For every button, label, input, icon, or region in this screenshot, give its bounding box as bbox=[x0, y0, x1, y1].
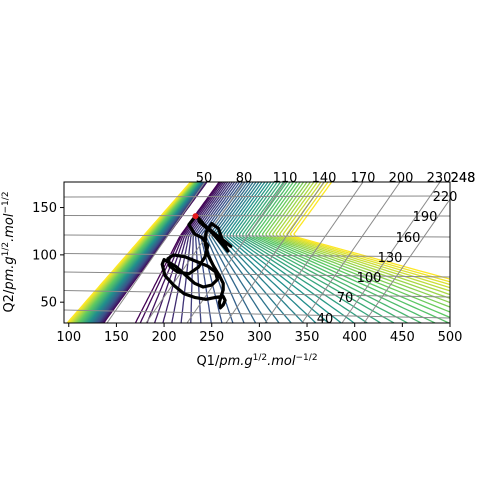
skew-top-label: 80 bbox=[236, 171, 253, 186]
contour-line bbox=[85, 182, 369, 323]
skew-right-label: 100 bbox=[357, 271, 382, 286]
skew-grid-line bbox=[64, 271, 450, 278]
plot-frame bbox=[63, 181, 451, 324]
y-tick-label: 150 bbox=[32, 201, 57, 216]
skew-grid-line bbox=[64, 234, 450, 238]
skew-right-label: 160 bbox=[396, 231, 421, 246]
x-tick-label: 300 bbox=[247, 330, 272, 345]
contour-lines bbox=[66, 182, 450, 323]
contour-line bbox=[78, 182, 450, 323]
skew-top-label: 110 bbox=[273, 171, 298, 186]
y-tick-label: 100 bbox=[32, 248, 57, 263]
skew-grid-line bbox=[145, 182, 245, 323]
skew-grid-line bbox=[64, 195, 450, 198]
skew-top-label: 200 bbox=[389, 171, 414, 186]
skew-grid-line bbox=[225, 182, 325, 323]
contour-line bbox=[72, 182, 450, 323]
plot-area bbox=[64, 182, 450, 323]
y-axis-label: Q2/pm.g1/2.mol−1/2 bbox=[1, 191, 17, 312]
contour-line bbox=[81, 182, 409, 323]
contour-line bbox=[73, 182, 450, 323]
contour-line bbox=[66, 182, 450, 323]
skew-grid-line bbox=[64, 309, 450, 319]
x-tick-label: 450 bbox=[390, 330, 415, 345]
skew-right-label: 40 bbox=[317, 312, 334, 327]
x-tick-label: 500 bbox=[438, 330, 463, 345]
skew-top-label: 50 bbox=[196, 171, 213, 186]
skew-top-label: 170 bbox=[351, 171, 376, 186]
skew-top-label: 140 bbox=[312, 171, 337, 186]
y-axis-ticks: 50 100 150 bbox=[32, 201, 64, 311]
skew-grid-line bbox=[64, 253, 450, 258]
skew-right-label: 70 bbox=[337, 291, 354, 306]
contour-line bbox=[69, 182, 450, 323]
trajectory bbox=[160, 213, 233, 310]
skew-grid-line bbox=[64, 215, 450, 217]
skew-right-label: 220 bbox=[433, 190, 458, 205]
x-axis-ticks: 100 150 200 250 300 350 400 450 500 bbox=[56, 323, 462, 345]
x-tick-label: 200 bbox=[152, 330, 177, 345]
x-tick-label: 100 bbox=[56, 330, 81, 345]
contour-line bbox=[67, 182, 450, 323]
x-axis-label: Q1/pm.g1/2.mol−1/2 bbox=[196, 353, 317, 369]
x-tick-label: 250 bbox=[199, 330, 224, 345]
skewed-top-labels: 50 80 110 140 170 200 230 248 bbox=[196, 171, 476, 186]
contour-line bbox=[77, 182, 450, 323]
skew-grid-line bbox=[363, 198, 450, 323]
trajectory-start-marker bbox=[192, 213, 199, 220]
skew-right-label: 190 bbox=[413, 210, 438, 225]
skew-grid-line bbox=[64, 290, 450, 298]
x-tick-label: 150 bbox=[104, 330, 129, 345]
contour-line bbox=[70, 182, 450, 323]
contour-line bbox=[68, 182, 450, 323]
skew-right-label: 130 bbox=[378, 251, 403, 266]
trajectory-line bbox=[160, 214, 233, 310]
x-tick-label: 350 bbox=[295, 330, 320, 345]
skew-grid-line bbox=[264, 182, 364, 323]
skew-grid-line bbox=[341, 182, 441, 323]
contour-line bbox=[74, 182, 450, 323]
skew-top-label: 230 bbox=[427, 171, 452, 186]
skew-top-label: 248 bbox=[451, 171, 476, 186]
y-tick-label: 50 bbox=[40, 296, 57, 311]
x-tick-label: 400 bbox=[342, 330, 367, 345]
contour-line bbox=[79, 182, 437, 323]
skew-grid-line bbox=[106, 182, 206, 323]
skew-grid-line bbox=[301, 182, 401, 323]
skew-right-label: 248 bbox=[451, 171, 476, 186]
